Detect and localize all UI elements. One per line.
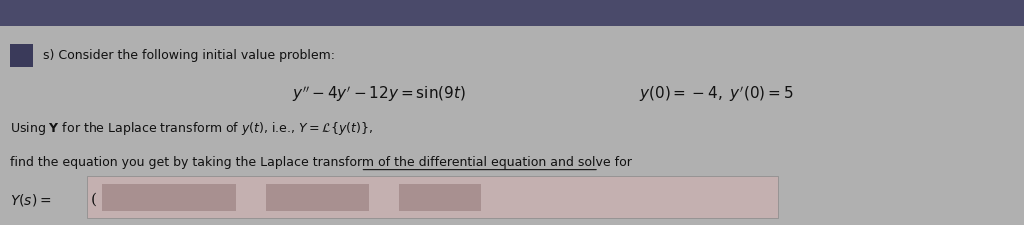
Text: $Y(s) = $: $Y(s) = $ <box>10 191 51 207</box>
Text: find the equation you get by taking the Laplace transform of the differential eq: find the equation you get by taking the … <box>10 155 632 169</box>
Text: Using $\mathbf{Y}$ for the Laplace transform of $y(t)$, i.e., $Y = \mathcal{L}\{: Using $\mathbf{Y}$ for the Laplace trans… <box>10 120 373 137</box>
FancyBboxPatch shape <box>0 0 1024 27</box>
FancyBboxPatch shape <box>10 45 33 68</box>
FancyBboxPatch shape <box>399 184 481 212</box>
Text: $y(0) = -4,\ y'(0) = 5$: $y(0) = -4,\ y'(0) = 5$ <box>639 84 795 103</box>
Text: (: ( <box>91 192 97 206</box>
FancyBboxPatch shape <box>87 177 778 218</box>
Text: $y'' - 4y' - 12y = \sin(9t)$: $y'' - 4y' - 12y = \sin(9t)$ <box>292 84 466 103</box>
Text: s) Consider the following initial value problem:: s) Consider the following initial value … <box>43 49 335 62</box>
FancyBboxPatch shape <box>102 184 236 212</box>
FancyBboxPatch shape <box>266 184 369 212</box>
